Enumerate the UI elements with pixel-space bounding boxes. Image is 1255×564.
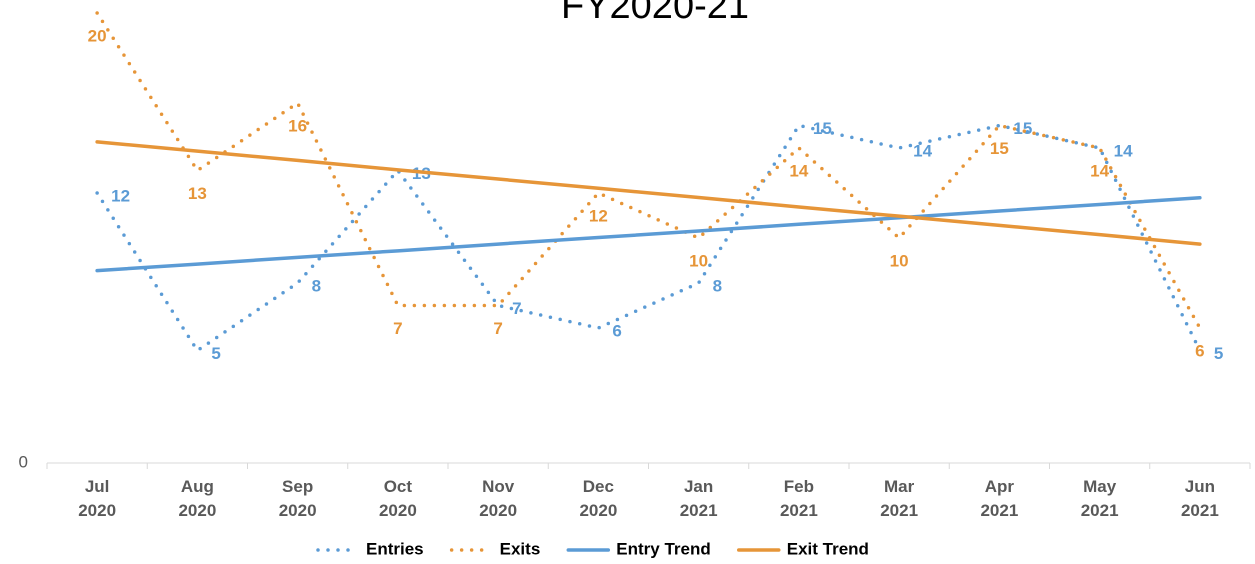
x-tick-line: 2020 xyxy=(379,501,417,520)
x-tick-line: 2020 xyxy=(479,501,517,520)
x-tick-line: Oct xyxy=(384,477,413,496)
data-label: 20 xyxy=(88,26,107,45)
data-label: 16 xyxy=(288,116,307,135)
x-tick-line: 2020 xyxy=(279,501,317,520)
data-label: 7 xyxy=(393,319,402,338)
series-line xyxy=(95,195,1202,273)
data-label: 14 xyxy=(789,161,808,180)
x-tick-line: 2021 xyxy=(880,501,918,520)
data-label: 7 xyxy=(512,299,521,318)
x-tick-label: May 2021 xyxy=(1081,477,1119,520)
x-tick-label: Apr 2021 xyxy=(980,477,1018,520)
data-label: 8 xyxy=(713,276,722,295)
legend-label: Exits xyxy=(500,539,541,558)
x-tick-line: Jun xyxy=(1185,477,1215,496)
x-tick-label: Nov 2020 xyxy=(479,477,517,520)
series-line xyxy=(95,11,1202,330)
x-tick-label: Jun 2021 xyxy=(1181,477,1219,520)
x-tick-line: Aug xyxy=(181,477,214,496)
data-label: 15 xyxy=(813,119,832,138)
x-tick-line: Dec xyxy=(583,477,614,496)
x-tick-line: Apr xyxy=(985,477,1015,496)
x-tick-label: Oct 2020 xyxy=(379,477,417,520)
legend-label: Entry Trend xyxy=(616,539,710,558)
data-label: 15 xyxy=(1013,119,1032,138)
x-tick-line: Jan xyxy=(684,477,713,496)
x-tick-label: Mar 2021 xyxy=(880,477,918,520)
x-tick-line: May xyxy=(1083,477,1117,496)
legend-label: Exit Trend xyxy=(787,539,869,558)
data-label: 12 xyxy=(111,186,130,205)
data-label: 10 xyxy=(890,251,909,270)
x-tick-line: 2021 xyxy=(1081,501,1119,520)
x-tick-line: 2021 xyxy=(1181,501,1219,520)
data-label: 14 xyxy=(1114,141,1133,160)
data-label: 14 xyxy=(1090,161,1109,180)
data-label: 12 xyxy=(589,206,608,225)
data-label: 8 xyxy=(312,276,321,295)
series-line xyxy=(95,140,1202,246)
x-tick-label: Feb 2021 xyxy=(780,477,818,520)
legend-label: Entries xyxy=(366,539,424,558)
y-tick-label: 0 xyxy=(19,452,28,471)
data-label: 15 xyxy=(990,139,1009,158)
x-tick-line: 2021 xyxy=(980,501,1018,520)
x-tick-line: 2020 xyxy=(579,501,617,520)
data-label: 10 xyxy=(689,251,708,270)
data-label: 5 xyxy=(1214,344,1223,363)
x-tick-line: 2020 xyxy=(78,501,116,520)
data-label: 13 xyxy=(188,184,207,203)
x-tick-line: Nov xyxy=(482,477,515,496)
x-tick-label: Dec 2020 xyxy=(579,477,617,520)
data-label: 5 xyxy=(211,344,220,363)
x-tick-line: 2020 xyxy=(178,501,216,520)
series-line xyxy=(95,123,1202,353)
x-tick-line: Sep xyxy=(282,477,313,496)
x-tick-line: 2021 xyxy=(780,501,818,520)
data-label: 6 xyxy=(612,321,621,340)
x-tick-label: Aug 2020 xyxy=(178,477,216,520)
data-label: 6 xyxy=(1195,341,1204,360)
x-tick-line: 2021 xyxy=(680,501,718,520)
x-tick-label: Jul 2020 xyxy=(78,477,116,520)
data-label: 14 xyxy=(913,141,932,160)
x-tick-line: Jul xyxy=(85,477,110,496)
chart-title: FY2020-21 xyxy=(561,0,749,27)
data-label: 7 xyxy=(493,319,502,338)
x-tick-label: Jan 2021 xyxy=(680,477,718,520)
x-tick-line: Feb xyxy=(784,477,814,496)
x-tick-label: Sep 2020 xyxy=(279,477,317,520)
x-tick-line: Mar xyxy=(884,477,915,496)
